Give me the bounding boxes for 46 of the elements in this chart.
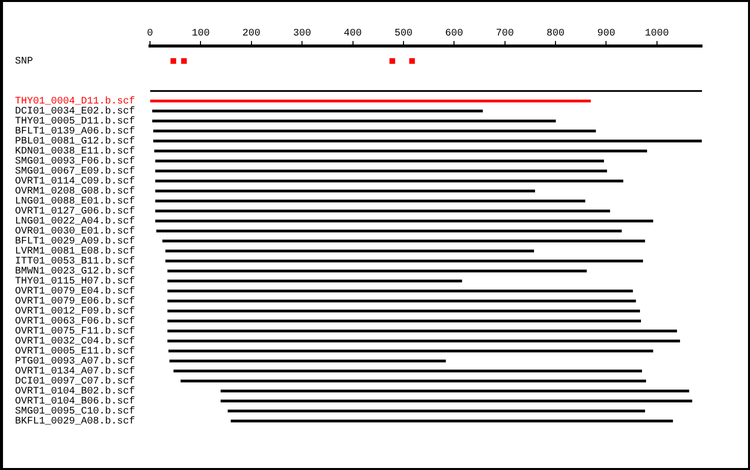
- bar: [155, 220, 654, 222]
- bar: [228, 410, 646, 412]
- bar: [155, 200, 586, 202]
- x-tick-label: 600: [445, 28, 464, 40]
- bar: [220, 400, 692, 402]
- bar: [167, 280, 462, 282]
- bar: [173, 370, 642, 372]
- x-tick-label: 100: [192, 28, 210, 40]
- bar: [162, 240, 646, 242]
- bar: [153, 140, 702, 142]
- bar: [167, 290, 633, 292]
- bar: [165, 260, 644, 262]
- bar: [154, 150, 648, 152]
- bar: [155, 210, 610, 212]
- bar: [152, 120, 556, 122]
- bar: [169, 360, 446, 362]
- bar: [167, 270, 587, 272]
- bar: [167, 330, 677, 332]
- x-tick-label: 300: [293, 28, 312, 40]
- bar: [156, 230, 622, 232]
- y-tick-label: BKFL1_0029_A08.b.scf: [15, 416, 136, 428]
- bar: [230, 420, 673, 422]
- bar: [180, 380, 646, 382]
- bar: [168, 350, 654, 352]
- x-tick-label: 500: [394, 28, 412, 40]
- bar: [155, 170, 608, 172]
- x-tick-label: 1000: [644, 28, 669, 40]
- bar: [167, 300, 636, 302]
- bar: [152, 110, 483, 112]
- bar: [150, 100, 591, 102]
- bar: [155, 190, 536, 192]
- bar: [220, 390, 690, 392]
- bar: [165, 250, 534, 252]
- bar: [155, 160, 604, 162]
- x-tick-label: 800: [546, 28, 565, 40]
- bar: [155, 180, 624, 182]
- bar: [167, 340, 680, 342]
- x-tick-label: 700: [496, 28, 514, 40]
- bar: [153, 130, 596, 132]
- bar: [167, 320, 641, 322]
- y-tick-label: SNP: [15, 56, 34, 68]
- bar: [167, 310, 640, 312]
- x-tick-label: 0: [146, 28, 154, 40]
- x-tick-label: 400: [344, 28, 362, 40]
- x-tick-label: 200: [242, 28, 260, 40]
- x-tick-label: 900: [597, 28, 616, 40]
